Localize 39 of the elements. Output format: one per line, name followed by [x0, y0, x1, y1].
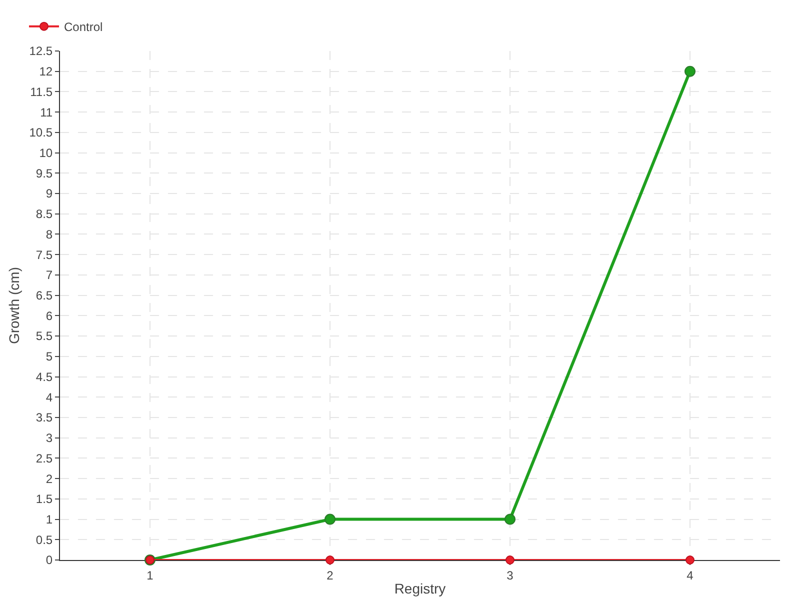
y-tick-label: 11.5 — [30, 84, 53, 99]
y-tick-label: 7.5 — [36, 248, 53, 262]
y-tick-label: 6 — [46, 308, 53, 323]
y-tick-label: 7 — [46, 268, 53, 282]
y-tick-label: 3.5 — [36, 410, 53, 425]
y-tick-label: 4 — [46, 390, 53, 404]
y-tick-label: 8.5 — [36, 207, 53, 222]
y-tick-label: 4.5 — [36, 370, 53, 384]
y-axis-title: Growth (cm) — [6, 267, 22, 344]
y-tick-label: 12.5 — [29, 44, 53, 58]
point — [326, 556, 334, 564]
y-tick-label: 5 — [46, 350, 53, 364]
point — [324, 514, 336, 525]
y-tick-label: 10 — [39, 146, 53, 160]
point — [684, 66, 696, 77]
y-tick-label: 9 — [46, 186, 53, 201]
y-tick-label: 2.5 — [36, 451, 53, 466]
point — [504, 514, 516, 525]
legend-label: Control — [64, 20, 103, 34]
y-tick-label: 0 — [46, 553, 53, 568]
x-tick-label: 2 — [326, 568, 334, 582]
y-tick-label: 0.5 — [36, 532, 53, 547]
y-tick-label: 5.5 — [36, 329, 53, 344]
y-tick-label: 2 — [46, 472, 53, 486]
y-tick-label: 12 — [39, 64, 53, 79]
x-tick-label: 1 — [146, 568, 154, 582]
y-tick-label: 1.5 — [36, 492, 53, 506]
x-tick-label: 3 — [506, 568, 514, 582]
x-tick-label: 4 — [686, 568, 694, 582]
y-tick-label: 10.5 — [29, 126, 53, 140]
point — [686, 556, 694, 564]
x-axis-title: Registry — [394, 580, 446, 597]
point — [506, 556, 514, 564]
y-tick-label: 9.5 — [36, 166, 53, 180]
y-tick-label: 3 — [46, 431, 53, 446]
y-tick-label: 11 — [40, 105, 53, 120]
y-tick-label: 1 — [46, 512, 53, 526]
y-tick-label: 8 — [46, 227, 53, 242]
y-tick-label: 6.5 — [36, 288, 53, 303]
